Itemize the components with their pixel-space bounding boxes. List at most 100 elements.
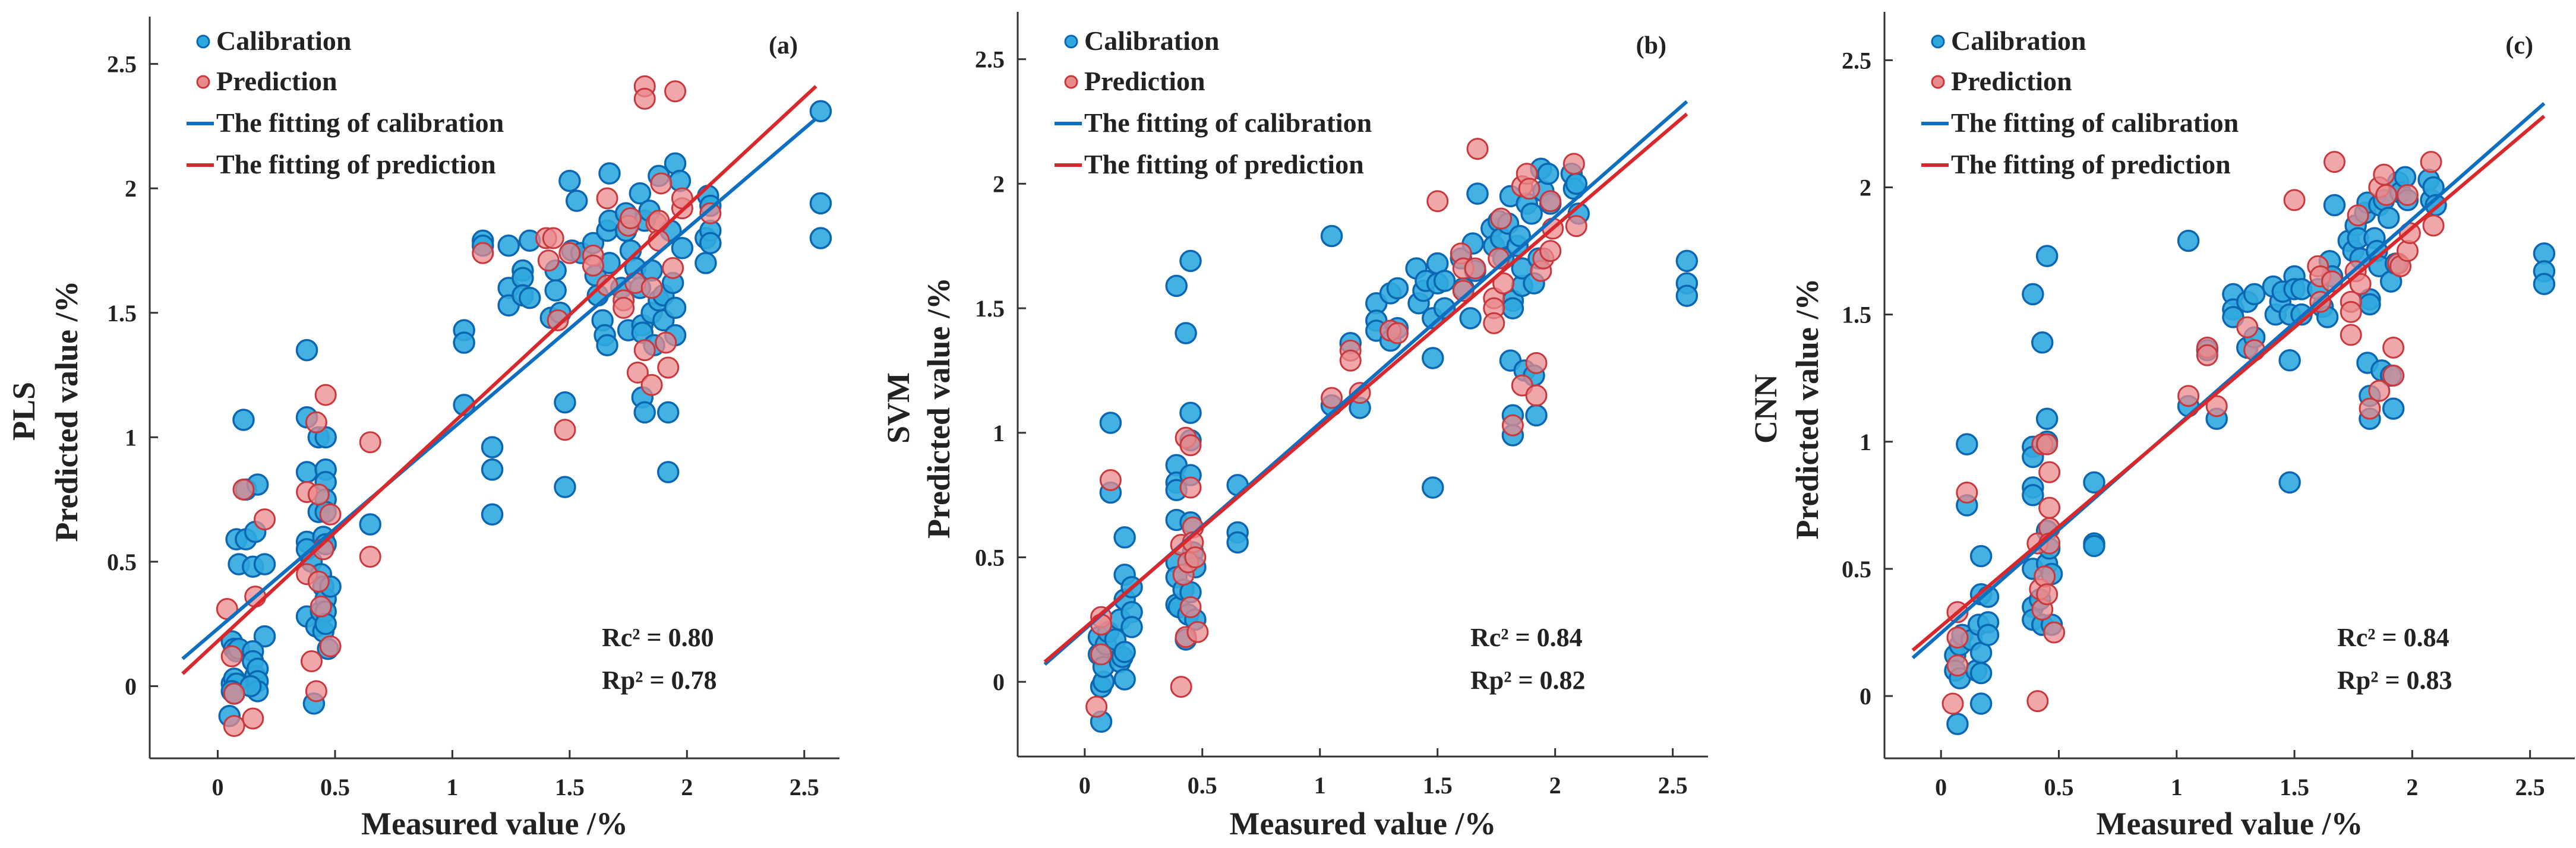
prediction-point	[1490, 207, 1513, 230]
calibration-point	[295, 461, 318, 483]
y-axis-label: Predicted value /%	[1789, 279, 1825, 540]
prediction-point	[596, 187, 618, 210]
x-tick-label: 1.5	[555, 774, 585, 800]
calibration-point	[671, 237, 694, 260]
y-tick-label: 2	[1860, 175, 1871, 201]
prediction-point	[1539, 240, 1562, 262]
calibration-point	[1113, 641, 1136, 663]
prediction-point	[1562, 153, 1585, 175]
calibration-point	[1977, 624, 2000, 647]
prediction-point	[254, 508, 276, 531]
x-axis-label: Measured value /%	[361, 806, 628, 841]
prediction-point	[242, 707, 264, 730]
calibration-point	[664, 296, 687, 319]
legend-entry: The fitting of calibration	[216, 107, 504, 138]
prediction-point	[662, 257, 684, 279]
calibration-point	[2278, 471, 2301, 494]
calibration-point	[2083, 471, 2105, 494]
y-tick-label: 1.5	[1842, 302, 1871, 328]
prediction-point	[1184, 546, 1207, 568]
calibration-point	[453, 331, 475, 354]
prediction-fit-line	[1043, 112, 1688, 663]
prediction-point	[1466, 138, 1489, 160]
calibration-point	[694, 252, 717, 274]
legend-entry: Calibration	[1951, 26, 2086, 56]
prediction-point	[1946, 626, 1969, 649]
metric-label: Rp² = 0.82	[1470, 666, 1586, 695]
prediction-point	[307, 483, 330, 506]
prediction-point	[558, 242, 581, 264]
prediction-point	[657, 356, 680, 379]
prediction-point	[220, 645, 243, 667]
prediction-point	[1090, 643, 1113, 666]
calibration-point	[1113, 668, 1136, 691]
prediction-point	[2236, 316, 2259, 338]
calibration-point	[809, 100, 832, 123]
calibration-point	[2359, 293, 2381, 316]
legend-entry: Calibration	[216, 26, 351, 56]
x-tick-label: 2.5	[1658, 772, 1688, 799]
prediction-point	[1501, 414, 1524, 436]
calibration-point	[2022, 483, 2044, 507]
panel-label: (b)	[1636, 32, 1666, 59]
calibration-point	[2394, 166, 2417, 189]
legend-entry: Prediction	[1951, 66, 2072, 96]
y-axis-label: Predicted value /%	[921, 277, 956, 539]
prediction-point	[319, 503, 342, 526]
calibration-point	[481, 503, 504, 526]
calibration-fit-line	[181, 117, 817, 660]
calibration-point	[1433, 270, 1456, 292]
metric-label: Rp² = 0.83	[2337, 666, 2452, 695]
prediction-point	[613, 296, 635, 319]
prediction-point	[1170, 676, 1192, 698]
y-axis-label: Predicted value /%	[49, 281, 84, 542]
prediction-point	[633, 339, 656, 362]
x-tick-label: 0.5	[1188, 772, 1217, 799]
x-tick-label: 0.5	[320, 774, 350, 800]
calibration-point	[1422, 476, 1444, 499]
calibration-point	[629, 182, 652, 205]
calibration-point	[497, 234, 520, 257]
legend-calibration-marker	[196, 34, 210, 49]
prediction-point	[2359, 397, 2381, 420]
y-tick-label: 0.5	[975, 544, 1005, 571]
x-tick-label: 2.5	[790, 774, 819, 800]
y-tick-label: 2	[993, 170, 1005, 197]
prediction-fit-line	[181, 85, 817, 675]
calibration-point	[565, 189, 588, 212]
prediction-point	[664, 80, 687, 103]
calibration-point	[1099, 412, 1122, 434]
calibration-point	[2083, 534, 2105, 558]
prediction-point	[1099, 469, 1122, 491]
calibration-point	[809, 227, 832, 249]
prediction-point	[620, 207, 642, 229]
prediction-point	[626, 361, 649, 384]
legend: Calibration Prediction The fitting of cali…	[1921, 26, 2239, 179]
prediction-point	[650, 172, 673, 195]
panel-svm: 0 0.5 1 1.5 2 2.5 0 0.5 1 1.5 2 2.5 Measured value /…	[880, 12, 1708, 841]
calibration-point	[518, 286, 541, 309]
calibration-point	[1969, 662, 1993, 685]
prediction-point	[655, 331, 677, 354]
calibration-fit-line	[1911, 102, 2546, 660]
x-tick-label: 1	[2171, 774, 2183, 800]
model-label: CNN	[1748, 374, 1783, 444]
calibration-point	[544, 279, 567, 302]
calibration-point	[2533, 273, 2556, 296]
calibration-point	[481, 436, 504, 458]
prediction-point	[1518, 178, 1540, 200]
legend-entry: The fitting of prediction	[1951, 149, 2231, 179]
prediction-point	[699, 202, 722, 224]
metric-label: Rc² = 0.84	[2337, 623, 2449, 652]
prediction-point	[1946, 654, 1969, 677]
calibration-point	[481, 458, 504, 481]
legend-calibration-marker	[1931, 34, 1945, 49]
legend-entry: The fitting of prediction	[1084, 149, 1364, 179]
prediction-point	[223, 682, 245, 705]
calibration-point	[1179, 401, 1202, 424]
prediction-point	[1179, 596, 1202, 618]
legend: Calibration Prediction The fitting of cali…	[187, 26, 504, 179]
legend-prediction-marker	[196, 75, 210, 89]
calibration-point	[1946, 713, 1969, 735]
calibration-point	[359, 513, 381, 536]
